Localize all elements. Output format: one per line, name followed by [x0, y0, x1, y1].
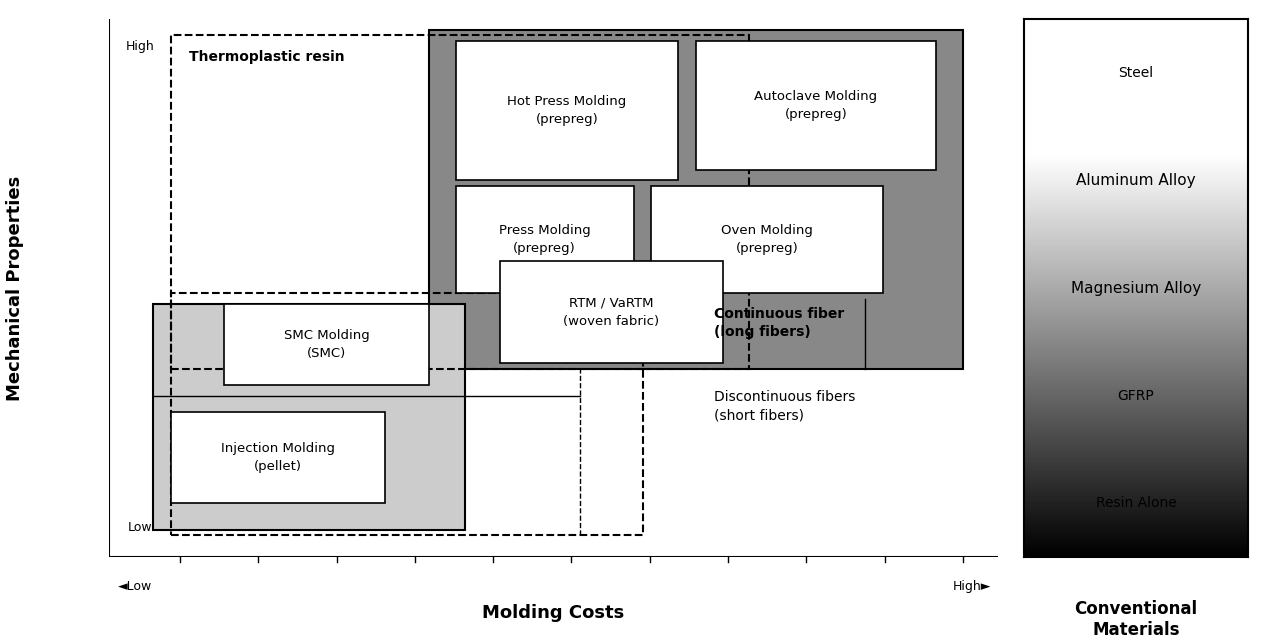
Bar	[500, 261, 723, 364]
Bar	[224, 304, 429, 385]
Text: Aluminum Alloy: Aluminum Alloy	[1076, 173, 1196, 188]
Text: Steel: Steel	[1119, 66, 1153, 80]
Bar	[172, 35, 749, 369]
Text: Continuous fiber
(long fibers): Continuous fiber (long fibers)	[714, 307, 844, 339]
Text: GFRP: GFRP	[1117, 388, 1155, 403]
Text: Discontinuous fibers
(short fibers): Discontinuous fibers (short fibers)	[714, 390, 855, 422]
Text: High: High	[125, 40, 155, 52]
Text: Resin Alone: Resin Alone	[1096, 496, 1176, 510]
Bar	[456, 186, 634, 293]
Bar	[172, 293, 643, 535]
Text: Conventional
Materials: Conventional Materials	[1074, 600, 1198, 639]
Text: Press Molding
(prepreg): Press Molding (prepreg)	[499, 224, 590, 255]
Text: Thermoplastic resin: Thermoplastic resin	[189, 50, 344, 64]
Text: RTM / VaRTM
(woven fabric): RTM / VaRTM (woven fabric)	[563, 297, 659, 328]
Text: Molding Costs: Molding Costs	[483, 604, 625, 622]
Text: Magnesium Alloy: Magnesium Alloy	[1071, 280, 1201, 296]
Bar	[456, 41, 678, 180]
Bar	[429, 30, 963, 369]
Text: SMC Molding
(SMC): SMC Molding (SMC)	[284, 329, 370, 360]
Text: Hot Press Molding
(prepreg): Hot Press Molding (prepreg)	[507, 95, 627, 126]
Text: Low: Low	[128, 521, 152, 534]
Text: Injection Molding
(pellet): Injection Molding (pellet)	[221, 442, 335, 473]
Text: Oven Molding
(prepreg): Oven Molding (prepreg)	[721, 224, 813, 255]
Bar	[696, 41, 936, 170]
Bar	[172, 412, 384, 503]
Text: ◄Low: ◄Low	[118, 580, 152, 593]
Bar	[652, 186, 883, 293]
Text: Mechanical Properties: Mechanical Properties	[6, 175, 24, 401]
Text: High►: High►	[952, 580, 991, 593]
Bar	[154, 304, 465, 530]
Text: Autoclave Molding
(prepreg): Autoclave Molding (prepreg)	[754, 90, 878, 121]
